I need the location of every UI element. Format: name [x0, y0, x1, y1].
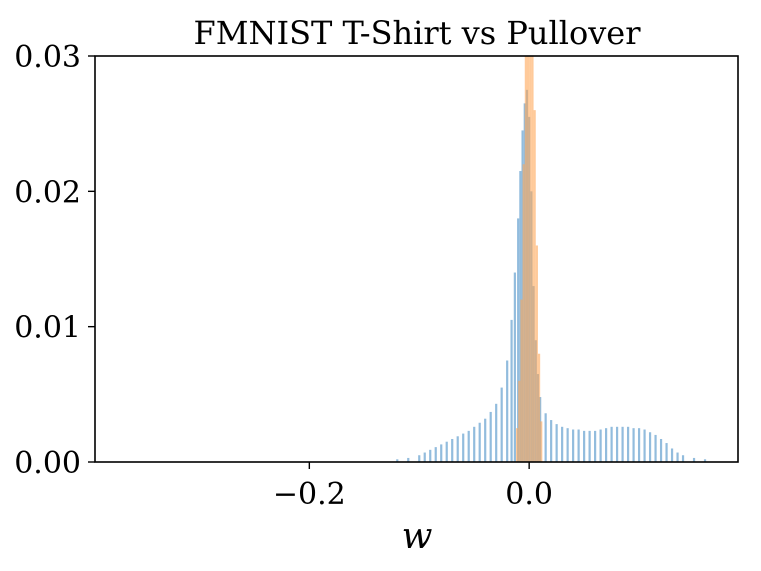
- histogram-bar: [522, 164, 525, 462]
- histogram-bar: [588, 430, 591, 462]
- histogram-bar: [670, 448, 674, 462]
- histogram-bar: [643, 429, 646, 462]
- histogram-bar: [506, 360, 509, 462]
- histogram-bar: [520, 299, 523, 462]
- histogram-bar: [540, 421, 543, 462]
- histogram-bar: [434, 447, 437, 462]
- histogram-bar: [561, 426, 564, 462]
- histogram-bar: [572, 429, 575, 462]
- histogram-series-0: [396, 89, 707, 463]
- plot-frame: [94, 55, 739, 463]
- histogram-bar: [451, 438, 454, 462]
- histogram-bar: [467, 430, 470, 462]
- histogram-bar: [615, 426, 619, 462]
- histogram-bar: [537, 353, 541, 462]
- histogram-bar: [396, 459, 399, 462]
- histogram-bar: [621, 426, 624, 462]
- histogram-bar: [583, 430, 586, 462]
- histogram-bar: [462, 433, 465, 462]
- histogram-bar: [637, 428, 641, 462]
- chart-title: FMNIST T-Shirt vs Pullover: [193, 14, 641, 52]
- histogram-bar: [521, 130, 524, 462]
- x-axis-label: w: [402, 516, 433, 557]
- histogram-bar: [456, 436, 459, 462]
- histogram-bar: [692, 457, 696, 462]
- histogram-bar: [659, 438, 663, 462]
- histogram-bar: [626, 426, 630, 462]
- histogram-bar: [515, 428, 519, 462]
- histogram-bar: [599, 429, 602, 462]
- histogram-bar: [703, 459, 707, 462]
- histogram-bar: [566, 428, 569, 462]
- histogram-bar: [478, 422, 481, 462]
- histogram-bar: [484, 418, 487, 462]
- histogram-bar: [524, 56, 527, 462]
- histogram-bar: [500, 387, 503, 462]
- histogram-bar: [654, 434, 657, 462]
- histogram-bar: [544, 413, 547, 462]
- histogram-bar: [429, 449, 432, 462]
- histogram-bar: [594, 430, 597, 462]
- histogram-bar: [495, 403, 498, 462]
- y-tick-label: 0.03: [14, 40, 81, 75]
- x-axis: −0.2 0.0: [273, 462, 553, 512]
- histogram-bar: [555, 424, 558, 462]
- histogram-bar: [510, 319, 513, 462]
- histogram-series-1: [515, 56, 543, 462]
- histogram-bar: [440, 444, 443, 462]
- histogram-bar: [665, 443, 668, 462]
- series-layer: [396, 56, 707, 463]
- y-tick-label: 0.00: [14, 446, 81, 481]
- histogram-bar: [632, 428, 635, 462]
- y-axis: 0.00 0.01 0.02 0.03: [14, 40, 95, 481]
- y-tick-label: 0.02: [14, 175, 81, 210]
- histogram-bar: [526, 56, 530, 462]
- histogram-bar: [550, 420, 553, 462]
- histogram-bar: [529, 56, 532, 462]
- histogram-bar: [423, 452, 426, 462]
- histogram-bar: [418, 455, 421, 462]
- histogram-bar: [610, 426, 613, 462]
- histogram-bar: [445, 441, 448, 462]
- histogram-bar: [577, 429, 580, 462]
- histogram-bar: [535, 245, 538, 462]
- histogram-bar: [533, 110, 536, 462]
- histogram-bar: [489, 411, 492, 462]
- histogram-bar: [517, 218, 520, 462]
- histogram-bar: [513, 272, 516, 462]
- x-tick-label: −0.2: [273, 477, 346, 512]
- histogram-bar: [531, 56, 534, 462]
- plot-area: −0.2 0.0 0.00 0.01 0.02 0.03: [14, 40, 739, 512]
- histogram-bar: [605, 428, 608, 462]
- histogram-bar: [676, 452, 679, 462]
- histogram-bar: [681, 455, 685, 462]
- histogram-bar: [648, 432, 652, 462]
- x-tick-label: 0.0: [505, 477, 553, 512]
- y-tick-label: 0.01: [14, 311, 81, 346]
- histogram-bar: [407, 457, 410, 462]
- histogram-bar: [518, 380, 521, 462]
- histogram-bar: [473, 426, 476, 462]
